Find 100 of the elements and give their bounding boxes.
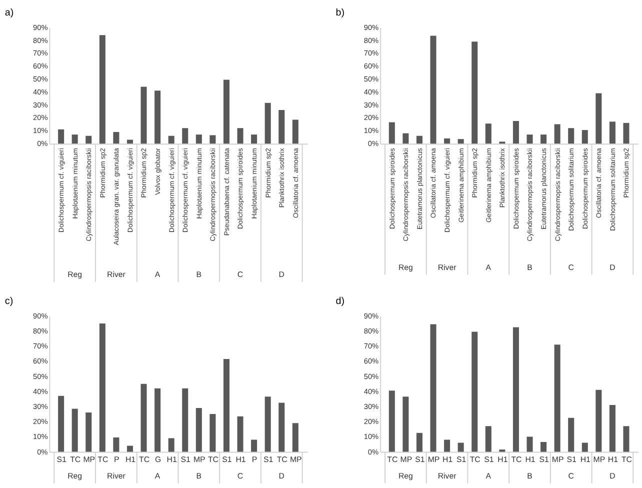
- bar: [568, 128, 574, 144]
- bar: [568, 418, 574, 452]
- x-tick-label: TC: [139, 455, 150, 464]
- bar: [430, 324, 436, 452]
- bar: [223, 80, 230, 144]
- bar: [196, 408, 202, 452]
- x-tick-label: H1: [608, 455, 618, 464]
- text: A: [154, 471, 161, 480]
- bar: [458, 442, 464, 452]
- bar: [485, 124, 492, 144]
- text: C: [568, 262, 574, 272]
- bar: [472, 42, 478, 144]
- bar: [113, 132, 120, 144]
- x-tick-label: P: [114, 455, 120, 464]
- x-tick-label: S1: [566, 455, 576, 464]
- text: C: [237, 471, 244, 480]
- text: A: [486, 262, 492, 272]
- x-tick-label: H1: [580, 455, 590, 464]
- x-tick-label: TC: [511, 455, 522, 464]
- bar: [292, 120, 298, 144]
- text: B: [196, 270, 202, 279]
- bar: [609, 122, 616, 144]
- x-tick-label: S1: [264, 455, 274, 464]
- bar: [251, 440, 258, 452]
- x-tick-label: TC: [470, 455, 481, 464]
- text: Reg: [68, 471, 82, 480]
- bar: [416, 432, 422, 452]
- x-tick-label: S1: [415, 455, 425, 464]
- bar: [416, 136, 422, 144]
- bar: [609, 404, 616, 452]
- text: River: [107, 270, 126, 279]
- text: D: [278, 471, 285, 480]
- bar: [472, 332, 478, 452]
- bar: [582, 130, 588, 144]
- x-tick-label: S1: [484, 455, 494, 464]
- bar: [126, 140, 133, 144]
- bar: [554, 124, 560, 144]
- bar: [182, 128, 188, 144]
- text: Reg: [398, 471, 413, 480]
- x-tick-label: S1: [539, 455, 549, 464]
- bar: [210, 414, 216, 452]
- x-tick-label: H1: [125, 455, 136, 464]
- bar: [444, 440, 450, 452]
- bar: [99, 323, 106, 452]
- text: River: [107, 471, 126, 480]
- text: B: [527, 471, 532, 480]
- bar: [623, 122, 630, 144]
- chart-title: d): [336, 296, 345, 308]
- bar: [402, 133, 409, 144]
- bar: [72, 408, 78, 452]
- text: D: [278, 270, 285, 279]
- x-tick-label: P: [252, 455, 258, 464]
- x-tick-label: MP: [400, 455, 412, 464]
- bar: [154, 388, 161, 452]
- bar: [86, 136, 92, 144]
- x-tick-label: S1: [456, 455, 466, 464]
- bar: [210, 135, 216, 144]
- bar: [223, 358, 230, 452]
- x-tick-label: G: [154, 455, 162, 464]
- x-tick-label: MP: [552, 455, 564, 464]
- x-tick-label: S1: [56, 455, 66, 464]
- bar: [58, 396, 64, 452]
- x-tick-label: H1: [442, 455, 453, 464]
- text: Reg: [68, 270, 82, 279]
- x-tick-label: TC: [276, 455, 288, 464]
- bar: [402, 396, 409, 452]
- x-tick-label: TC: [387, 455, 398, 464]
- bar: [596, 93, 602, 144]
- chart-title: b): [336, 8, 345, 19]
- x-tick-label: H1: [498, 455, 508, 464]
- text: River: [438, 471, 457, 480]
- x-tick-label: H1: [525, 455, 536, 464]
- bar: [526, 134, 533, 144]
- x-tick-label: TC: [98, 455, 108, 464]
- bar: [251, 134, 258, 144]
- bar: [154, 90, 161, 144]
- bar: [58, 129, 64, 144]
- bar: [264, 102, 271, 144]
- x-tick-label: MP: [83, 455, 96, 464]
- x-tick-label: MP: [193, 455, 206, 464]
- text: B: [196, 471, 202, 480]
- bar: [623, 426, 630, 452]
- chart-title: c): [4, 296, 14, 308]
- bar: [485, 426, 492, 452]
- x-tick-label: S1: [180, 455, 190, 464]
- bar: [72, 134, 78, 144]
- text: A: [154, 270, 161, 279]
- bar: [237, 416, 244, 452]
- bar: [292, 423, 298, 452]
- bar: [526, 436, 533, 452]
- bar: [458, 139, 464, 144]
- text: C: [568, 471, 574, 480]
- bar: [278, 402, 285, 452]
- bar: [196, 134, 202, 144]
- bar: [264, 396, 271, 452]
- text: A: [486, 471, 492, 480]
- bar: [582, 442, 588, 452]
- bar: [596, 390, 602, 452]
- bar: [430, 36, 436, 144]
- bar: [278, 110, 285, 144]
